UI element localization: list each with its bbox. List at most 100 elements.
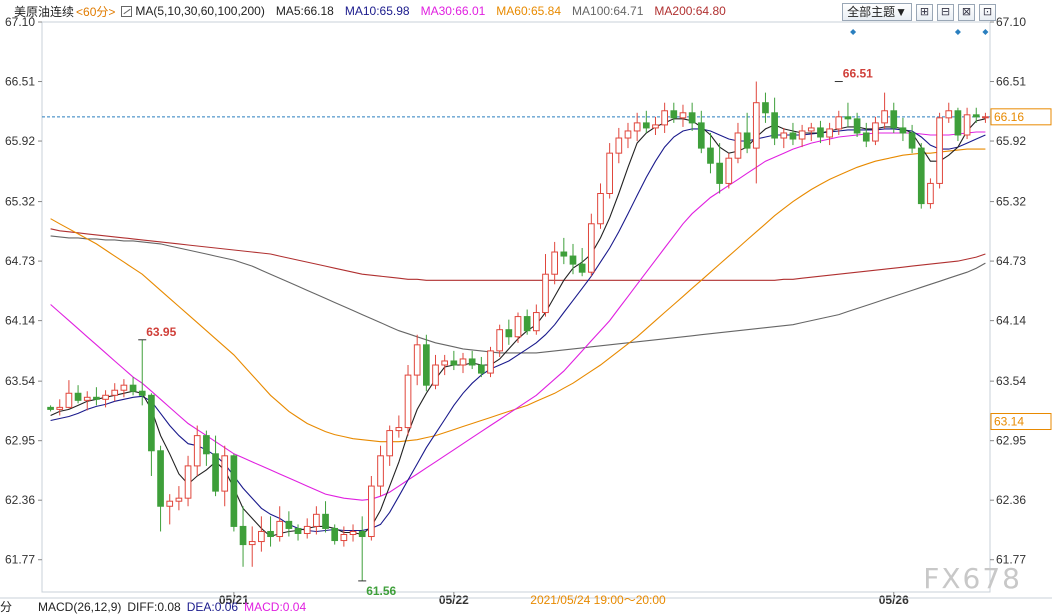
candle-body [349, 530, 357, 535]
candle-body [514, 316, 522, 338]
macd-value: MACD:0.04 [244, 599, 307, 614]
ma200-line [50, 228, 986, 281]
theme-dropdown[interactable]: 全部主题▼ [842, 3, 912, 21]
candle-body [697, 122, 705, 149]
macd-diff: DIFF:0.08 [127, 599, 181, 614]
candle-body [982, 116, 989, 119]
y-tick-label-right: 64.14 [996, 314, 1026, 328]
y-tick-label-left: 61.77 [5, 553, 35, 567]
ma200-value: MA200:64.80 [654, 4, 726, 18]
candle-body [954, 110, 962, 136]
period-label[interactable]: <60分> [76, 4, 116, 19]
candle-body [872, 122, 879, 142]
candle-body [688, 112, 696, 124]
price-tag-label: 66.16 [994, 110, 1024, 124]
candle-body [908, 132, 916, 149]
candle-body [102, 394, 109, 400]
candle-body [597, 193, 604, 225]
cursor-time-label: 2021/05/24 19:00～20:00 [530, 593, 666, 607]
candle-body [166, 500, 174, 507]
candle-body [294, 527, 302, 534]
candle-body [120, 384, 128, 391]
candle-body [203, 435, 210, 455]
ma100-line [50, 235, 986, 354]
y-tick-label-left: 65.92 [5, 134, 35, 148]
candle-body [560, 251, 568, 257]
candle-body [532, 312, 540, 332]
candle-body [230, 455, 238, 527]
candle-body [459, 358, 467, 366]
candle-body [432, 364, 439, 386]
reset-button[interactable]: ⊠ [958, 3, 975, 21]
candle-body [129, 384, 137, 392]
candle-body [267, 530, 274, 538]
candle-body [569, 255, 577, 265]
candle-body [771, 112, 778, 139]
candle-body [276, 520, 284, 538]
price-tag-box [990, 413, 1052, 431]
ma-params-label: MA(5,10,30,60,100,200) [135, 4, 265, 18]
candle-body [633, 122, 641, 132]
candle-body [423, 344, 430, 386]
extreme-label: 66.51 [843, 67, 873, 81]
candle-body [798, 130, 806, 140]
candle-body [945, 110, 953, 119]
y-tick-label-right: 62.95 [996, 434, 1026, 448]
ma5-value: MA5:66.18 [275, 4, 334, 18]
candle-body [844, 116, 852, 120]
zoom-in-button[interactable]: ⊞ [916, 3, 933, 21]
y-tick-label-left: 62.36 [5, 493, 35, 507]
candle-body [725, 157, 733, 184]
candle-body [93, 396, 100, 400]
event-marker-icon [850, 29, 857, 35]
ma30-value: MA30:66.01 [420, 4, 486, 18]
candle-body [826, 128, 833, 138]
candle-body [505, 329, 513, 338]
price-tag-box [990, 108, 1052, 126]
y-tick-label-left: 67.10 [5, 15, 35, 29]
y-tick-label-right: 64.73 [996, 254, 1026, 268]
macd-unit-label: 分 [0, 600, 13, 614]
candle-body [157, 450, 164, 507]
candle-body [652, 124, 659, 129]
price-tag-label: 63.14 [994, 415, 1024, 429]
ma100-value: MA100:64.71 [572, 4, 644, 18]
candle-body [899, 127, 907, 134]
candle-body [642, 122, 650, 129]
settings-button[interactable]: ⊡ [979, 3, 996, 21]
candle-body [936, 117, 943, 184]
chart-toolbar: 全部主题▼ ⊞ ⊟ ⊠ ⊡ [842, 3, 996, 21]
candle-body [358, 530, 366, 538]
y-tick-label-left: 66.51 [5, 75, 35, 89]
candle-body [963, 114, 971, 136]
candle-body [780, 132, 788, 139]
candle-body [523, 316, 531, 332]
x-tick-label: 05/26 [879, 593, 909, 607]
candle-body [734, 132, 742, 159]
candle-body [716, 162, 723, 184]
candle-body [606, 152, 613, 195]
candle-body [441, 360, 449, 366]
candle-body [221, 455, 229, 492]
candle-body [303, 525, 311, 534]
macd-indicator-bar: 分 MACD(26,12,9) DIFF:0.08 DEA:0.06 MACD:… [0, 598, 312, 615]
candle-body [477, 364, 485, 374]
y-tick-label-right: 61.77 [996, 553, 1026, 567]
ma60-line [50, 148, 986, 443]
candle-body [496, 329, 504, 352]
candle-body [881, 110, 888, 124]
ma-settings-icon[interactable] [121, 5, 133, 17]
symbol-label[interactable]: 美原油连续 [14, 4, 75, 19]
macd-title[interactable]: MACD(26,12,9) [38, 599, 122, 614]
event-marker-icon [982, 29, 989, 35]
candle-body [322, 513, 329, 529]
candle-body [331, 527, 339, 542]
candle-body [917, 147, 925, 205]
candle-body [111, 389, 119, 396]
candle-body [377, 455, 384, 487]
zoom-out-button[interactable]: ⊟ [937, 3, 954, 21]
candle-body [395, 427, 403, 432]
candle-body [578, 263, 586, 273]
y-tick-label-right: 66.51 [996, 75, 1026, 89]
